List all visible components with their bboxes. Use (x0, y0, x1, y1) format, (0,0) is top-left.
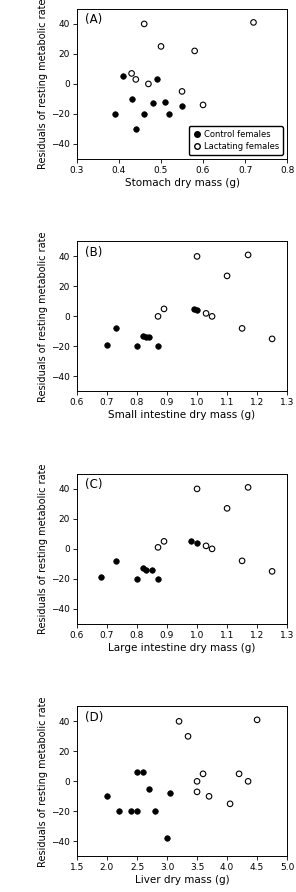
Y-axis label: Residuals of resting metabolic rate: Residuals of resting metabolic rate (38, 464, 48, 634)
Text: (C): (C) (85, 478, 103, 491)
Point (121, 70, 126, 84)
Point (228, 797, 232, 811)
X-axis label: Liver dry mass (g): Liver dry mass (g) (135, 875, 229, 885)
Point (135, 765, 139, 780)
Point (210, 541, 214, 556)
Point (144, 563, 148, 577)
Y-axis label: Residuals of resting metabolic rate: Residuals of resting metabolic rate (38, 231, 48, 401)
Point (156, 572, 160, 586)
Text: (B): (B) (85, 246, 103, 259)
Point (117, 805, 121, 819)
Point (240, 321, 244, 335)
X-axis label: Stomach dry mass (g): Stomach dry mass (g) (125, 178, 239, 187)
Point (150, 563, 155, 577)
Point (156, 310, 160, 324)
Legend: Control females, Lactating females: Control females, Lactating females (189, 126, 283, 154)
Point (162, 301, 166, 316)
Point (246, 480, 250, 494)
Point (195, 482, 200, 496)
Point (141, 329, 145, 343)
Point (133, 122, 138, 136)
Point (163, 95, 168, 109)
Point (144, 330, 148, 344)
Point (147, 781, 151, 796)
Y-axis label: Residuals of resting metabolic rate: Residuals of resting metabolic rate (38, 0, 48, 169)
Point (135, 339, 139, 353)
Point (159, 39, 163, 54)
Point (133, 72, 138, 87)
Point (168, 786, 172, 800)
Point (135, 572, 139, 586)
Point (225, 501, 229, 516)
Point (192, 44, 197, 58)
Point (99, 570, 103, 584)
Point (129, 66, 134, 80)
Point (251, 15, 256, 29)
Text: (A): (A) (85, 13, 103, 27)
Point (114, 554, 118, 568)
Point (162, 534, 166, 549)
Point (270, 332, 274, 346)
Point (129, 805, 133, 819)
Point (189, 534, 193, 549)
Point (177, 714, 181, 729)
Point (204, 306, 208, 320)
Point (114, 321, 118, 335)
Point (147, 330, 151, 344)
Point (246, 248, 250, 262)
Point (246, 774, 250, 789)
Point (195, 536, 200, 550)
Point (192, 301, 197, 316)
Point (225, 268, 229, 283)
Point (135, 805, 139, 819)
Point (201, 98, 205, 112)
Point (129, 92, 134, 106)
Point (255, 713, 260, 727)
Point (112, 107, 117, 121)
Point (142, 107, 147, 121)
Point (167, 107, 172, 121)
Point (180, 99, 184, 113)
Point (204, 539, 208, 553)
Point (195, 785, 200, 799)
X-axis label: Small intestine dry mass (g): Small intestine dry mass (g) (108, 410, 256, 420)
Point (240, 554, 244, 568)
Point (180, 84, 184, 98)
Point (201, 767, 205, 781)
Point (141, 765, 145, 780)
Point (195, 774, 200, 789)
Point (165, 831, 169, 846)
Point (195, 249, 200, 263)
Text: (D): (D) (85, 711, 104, 723)
Point (104, 789, 109, 804)
Point (210, 310, 214, 324)
Point (270, 565, 274, 579)
Point (141, 561, 145, 575)
Point (195, 303, 200, 318)
Point (155, 72, 159, 87)
Point (150, 96, 155, 111)
Point (186, 729, 190, 743)
Point (142, 17, 147, 31)
Y-axis label: Residuals of resting metabolic rate: Residuals of resting metabolic rate (38, 696, 48, 867)
X-axis label: Large intestine dry mass (g): Large intestine dry mass (g) (108, 642, 256, 653)
Point (146, 77, 151, 91)
Point (207, 789, 211, 804)
Point (104, 338, 109, 352)
Point (156, 541, 160, 555)
Point (153, 805, 157, 819)
Point (156, 339, 160, 353)
Point (237, 767, 242, 781)
